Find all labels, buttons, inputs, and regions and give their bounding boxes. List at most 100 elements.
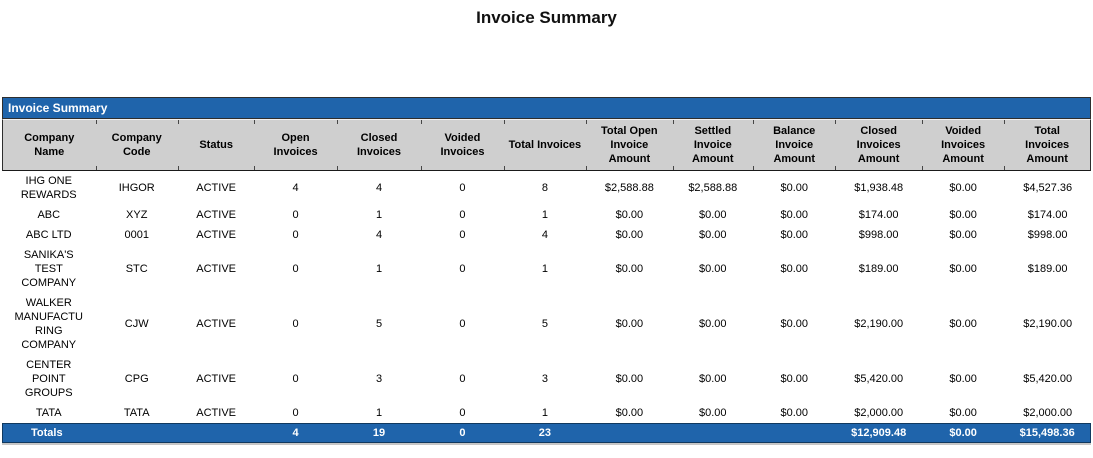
totals-value-cell: 19 — [336, 423, 422, 443]
value-cell: $0.00 — [753, 225, 836, 245]
value-cell: 1 — [503, 245, 587, 293]
value-cell: $0.00 — [921, 403, 1005, 423]
value-cell: $998.00 — [835, 225, 922, 245]
value-cell: STC — [95, 245, 178, 293]
table-row: IHG ONE REWARDS IHGOR ACTIVE 4 4 0 8 $2,588.88 $… — [2, 171, 1091, 205]
table-row: CENTER POINT GROUPS CPG ACTIVE 0 3 0 3 $0.00 $0.… — [2, 355, 1091, 403]
value-cell: 1 — [336, 245, 422, 293]
column-header-label: Status — [199, 139, 233, 151]
value-cell: 0 — [421, 403, 504, 423]
value-cell: 0 — [254, 225, 337, 245]
totals-value-cell: 4 — [254, 423, 337, 443]
value-cell: $0.00 — [753, 403, 836, 423]
value-cell: $0.00 — [921, 245, 1005, 293]
value-cell: $1,938.48 — [835, 171, 922, 205]
totals-label: Totals — [2, 423, 96, 443]
company-name-cell: CENTER POINT GROUPS — [2, 355, 96, 403]
column-header-13: Total Invoices Amount — [1004, 119, 1091, 171]
value-cell: 1 — [503, 205, 587, 225]
value-cell: 5 — [336, 293, 422, 355]
value-cell: 0 — [254, 355, 337, 403]
column-header-label: Balance Invoice Amount — [773, 125, 816, 165]
value-cell: $0.00 — [586, 293, 673, 355]
totals-value-cell: $15,498.36 — [1004, 423, 1091, 443]
value-cell: ACTIVE — [177, 403, 255, 423]
column-header-3: Status — [177, 119, 255, 171]
column-header-6: Voided Invoices — [421, 119, 504, 171]
value-cell: $0.00 — [672, 403, 753, 423]
table-section-title: Invoice Summary — [2, 97, 1091, 119]
column-header-label: Voided Invoices Amount — [941, 125, 986, 165]
value-cell: $0.00 — [672, 225, 753, 245]
page-title: Invoice Summary — [476, 8, 617, 27]
column-header-8: Total Open Invoice Amount — [586, 119, 673, 171]
totals-value-cell: 23 — [503, 423, 587, 443]
value-cell: 0 — [421, 171, 504, 205]
value-cell: TATA — [95, 403, 178, 423]
totals-value-cell — [753, 423, 836, 443]
value-cell: ACTIVE — [177, 205, 255, 225]
value-cell: 4 — [503, 225, 587, 245]
section-title-row: Invoice Summary — [2, 97, 1091, 119]
value-cell: $998.00 — [1004, 225, 1091, 245]
value-cell: 1 — [503, 403, 587, 423]
company-name-cell: TATA — [2, 403, 96, 423]
column-header-label: Voided Invoices — [440, 132, 485, 158]
column-header-1: Company Name — [2, 119, 96, 171]
value-cell: $0.00 — [753, 293, 836, 355]
value-cell: ACTIVE — [177, 171, 255, 205]
column-header-label: Total Invoices — [508, 139, 582, 151]
table-row: ABC LTD 0001 ACTIVE 0 4 0 4 $0.00 $0.00 $0.00 $998… — [2, 225, 1091, 245]
report-body: IHG ONE REWARDS IHGOR ACTIVE 4 4 0 8 $2,588.88 $… — [2, 171, 1091, 423]
value-cell: $0.00 — [586, 245, 673, 293]
value-cell: $0.00 — [753, 355, 836, 403]
value-cell: $2,000.00 — [835, 403, 922, 423]
table-row: WALKER MANUFACTURING COMPANY CJW ACTIVE 0 5 0… — [2, 293, 1091, 355]
value-cell: $0.00 — [672, 205, 753, 225]
value-cell: $0.00 — [586, 205, 673, 225]
value-cell: 0 — [421, 355, 504, 403]
column-header-4: Open Invoices — [254, 119, 337, 171]
value-cell: 4 — [336, 225, 422, 245]
value-cell: 0001 — [95, 225, 178, 245]
value-cell: $174.00 — [1004, 205, 1091, 225]
company-name-cell: IHG ONE REWARDS — [2, 171, 96, 205]
value-cell: 0 — [254, 403, 337, 423]
value-cell: $0.00 — [921, 355, 1005, 403]
value-cell: 4 — [254, 171, 337, 205]
value-cell: $0.00 — [921, 205, 1005, 225]
totals-value-cell — [177, 423, 255, 443]
column-header-7: Total Invoices — [503, 119, 587, 171]
column-header-label: Company Code — [111, 132, 162, 158]
value-cell: $0.00 — [672, 245, 753, 293]
value-cell: $0.00 — [921, 171, 1005, 205]
value-cell: $5,420.00 — [835, 355, 922, 403]
value-cell: ACTIVE — [177, 225, 255, 245]
column-header-label: Open Invoices — [273, 132, 318, 158]
column-header-label: Company Name — [24, 132, 75, 158]
value-cell: 3 — [336, 355, 422, 403]
value-cell: $0.00 — [753, 245, 836, 293]
value-cell: 0 — [254, 245, 337, 293]
table-row: TATA TATA ACTIVE 0 1 0 1 $0.00 $0.00 $0.00 $2,000.… — [2, 403, 1091, 423]
value-cell: $2,000.00 — [1004, 403, 1091, 423]
value-cell: 0 — [421, 245, 504, 293]
value-cell: $0.00 — [672, 293, 753, 355]
totals-value-cell: $0.00 — [921, 423, 1005, 443]
table-row: SANIKA'S TEST COMPANY STC ACTIVE 0 1 0 1 $0.00 $… — [2, 245, 1091, 293]
invoice-summary-table: Invoice Summary Company Name Company Code… — [2, 97, 1091, 443]
value-cell: ACTIVE — [177, 293, 255, 355]
totals-row: Totals 4 19 0 23 $12,909.48 $0.00 $15,498.36 — [2, 423, 1091, 443]
value-cell: $0.00 — [921, 293, 1005, 355]
column-header-label: Closed Invoices Amount — [856, 125, 901, 165]
column-header-label: Total Open Invoice Amount — [601, 125, 658, 165]
value-cell: $0.00 — [586, 403, 673, 423]
totals-value-cell: 0 — [421, 423, 504, 443]
value-cell: $0.00 — [753, 171, 836, 205]
column-header-label: Settled Invoice Amount — [692, 125, 734, 165]
column-header-label: Closed Invoices — [356, 132, 402, 158]
value-cell: CJW — [95, 293, 178, 355]
value-cell: 1 — [336, 205, 422, 225]
value-cell: 1 — [336, 403, 422, 423]
